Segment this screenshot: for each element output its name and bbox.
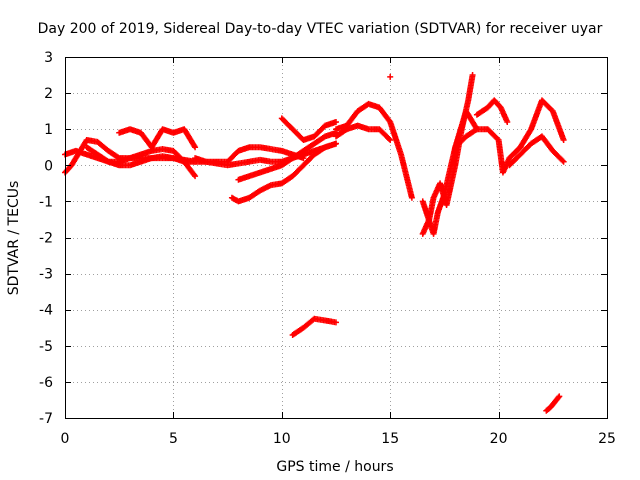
data-point <box>192 173 199 180</box>
plot-frame <box>65 57 608 419</box>
y-tick-label: -1 <box>39 194 53 210</box>
y-tick-label: 1 <box>44 122 53 138</box>
data-point <box>386 135 393 142</box>
data-point <box>560 158 567 165</box>
data-point <box>408 194 415 201</box>
y-tick-label: 0 <box>44 158 53 174</box>
data-point <box>555 394 562 401</box>
data-point <box>333 319 339 326</box>
data-points <box>62 72 567 414</box>
y-axis-label: SDTVAR / TECUs <box>6 181 22 296</box>
x-axis-label: GPS time / hours <box>276 459 393 475</box>
data-point <box>387 137 394 144</box>
y-tick-label: -2 <box>39 231 53 247</box>
y-tick-label: -4 <box>39 303 53 319</box>
data-point <box>333 118 339 125</box>
y-tick-label: -5 <box>39 339 53 355</box>
y-tick-label: -3 <box>39 267 53 283</box>
x-tick-label: 0 <box>61 431 70 447</box>
chart-title: Day 200 of 2019, Sidereal Day-to-day VTE… <box>38 21 603 37</box>
data-point <box>504 118 511 125</box>
x-tick-label: 5 <box>169 431 178 447</box>
data-point <box>560 137 567 144</box>
data-point <box>387 73 394 80</box>
y-tick-label: -6 <box>39 375 53 391</box>
x-tick-label: 25 <box>598 431 616 447</box>
x-tick-label: 15 <box>381 431 399 447</box>
data-point <box>556 393 563 400</box>
y-tick-label: 3 <box>44 50 53 66</box>
data-point <box>559 157 566 164</box>
x-tick-label: 20 <box>490 431 508 447</box>
data-point <box>333 140 339 147</box>
y-tick-label: -7 <box>39 411 53 427</box>
data-point <box>192 144 199 151</box>
data-point <box>472 127 479 134</box>
grid <box>65 57 607 418</box>
data-point <box>300 155 307 162</box>
x-tick-label: 10 <box>273 431 291 447</box>
data-point <box>191 171 198 178</box>
y-tick-label: 2 <box>44 86 53 102</box>
data-point <box>469 72 476 79</box>
data-point <box>114 154 121 161</box>
